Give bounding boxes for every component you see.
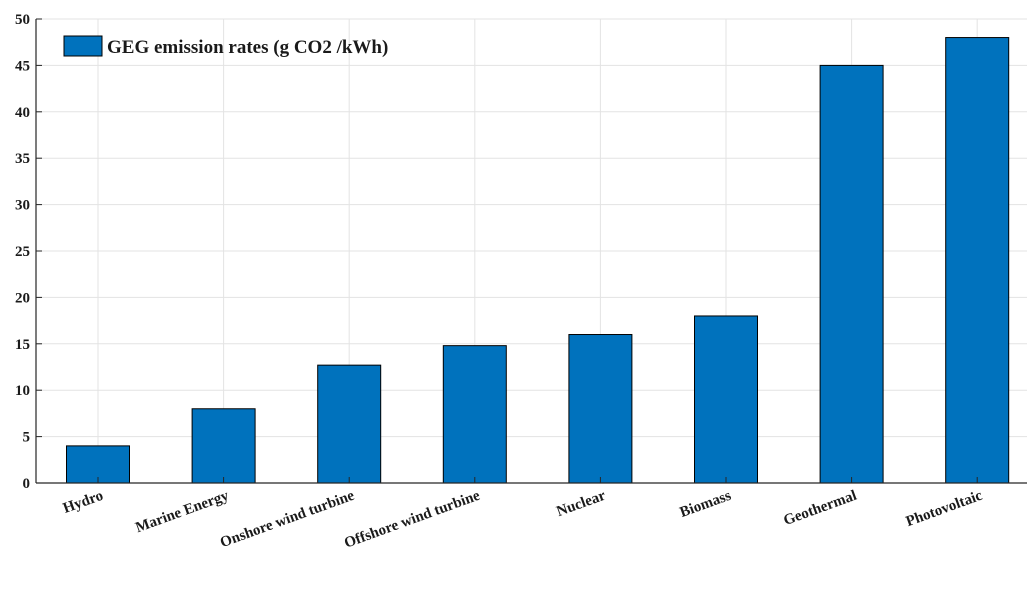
x-tick-label: Hydro bbox=[61, 488, 105, 517]
x-tick-label: Onshore wind turbine bbox=[218, 488, 357, 552]
y-tick-label: 25 bbox=[15, 244, 30, 260]
bar bbox=[442, 345, 507, 484]
bar bbox=[317, 364, 382, 484]
y-tick-label: 5 bbox=[23, 430, 31, 446]
y-tick-label: 10 bbox=[15, 383, 30, 399]
bar bbox=[191, 408, 256, 484]
y-tick-label: 15 bbox=[15, 337, 30, 353]
legend: GEG emission rates (g CO2 /kWh) bbox=[63, 35, 388, 58]
y-tick-label: 0 bbox=[23, 476, 31, 492]
x-tick-label: Photovoltaic bbox=[904, 488, 985, 531]
y-tick-label: 40 bbox=[15, 105, 30, 121]
x-tick-label: Nuclear bbox=[555, 488, 609, 521]
bar bbox=[694, 315, 758, 484]
bars bbox=[66, 37, 1010, 484]
axes bbox=[35, 18, 1027, 484]
y-tick-labels: 0 5 10 15 20 25 30 35 40 45 50 bbox=[15, 12, 30, 492]
x-tick-label: Offshore wind turbine bbox=[342, 488, 482, 552]
y-tick-label: 35 bbox=[15, 151, 30, 167]
x-tick-label: Marine Energy bbox=[133, 488, 231, 537]
legend-label: GEG emission rates (g CO2 /kWh) bbox=[107, 37, 388, 58]
y-tick-label: 50 bbox=[15, 12, 30, 28]
bar bbox=[945, 37, 1010, 484]
bar bbox=[819, 64, 884, 484]
bar bbox=[568, 334, 633, 484]
x-tick-label: Geothermal bbox=[781, 488, 858, 529]
bar bbox=[66, 445, 130, 484]
y-tick-label: 20 bbox=[15, 290, 30, 306]
y-tick-label: 45 bbox=[15, 58, 30, 74]
legend-swatch bbox=[63, 35, 103, 57]
y-tick-label: 30 bbox=[15, 198, 30, 214]
x-tick-label: Biomass bbox=[678, 488, 734, 521]
